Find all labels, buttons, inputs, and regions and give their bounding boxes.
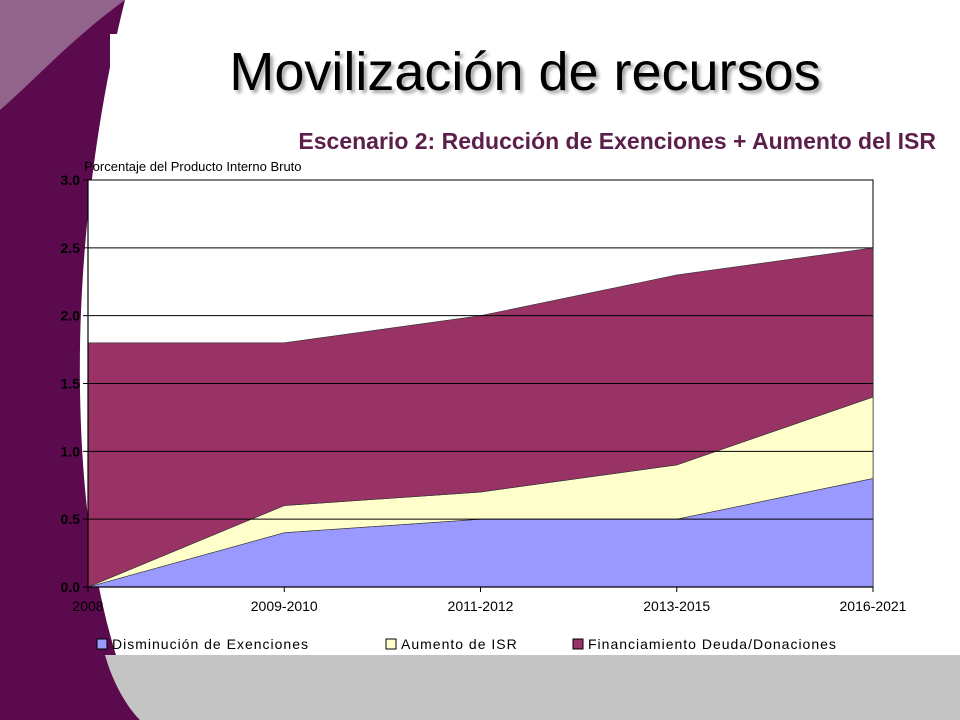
chart-subtitle: Escenario 2: Reducción de Exenciones + A… <box>298 128 936 154</box>
legend-swatch <box>96 638 108 650</box>
legend-entry: Aumento de ISR <box>385 636 518 652</box>
legend-swatch <box>572 638 584 650</box>
y-tick-label: 0.0 <box>61 579 81 595</box>
left-lavender-swoosh <box>0 0 125 110</box>
series-areas <box>87 247 874 588</box>
y-tick-label: 3.0 <box>61 172 81 188</box>
legend: Disminución de Exenciones Aumento de ISR F… <box>96 636 837 652</box>
y-tick-label: 1.0 <box>61 443 81 459</box>
legend-label: Aumento de ISR <box>401 636 518 652</box>
y-axis-unit-label: Porcentaje del Producto Interno Bruto <box>84 159 302 174</box>
x-tick-label: 2016-2021 <box>840 598 907 614</box>
legend-entry: Disminución de Exenciones <box>96 636 309 652</box>
gridlines <box>88 179 873 520</box>
left-purple-swoosh <box>0 0 140 720</box>
y-tick-label: 2.0 <box>61 308 81 324</box>
y-tick-label: 2.5 <box>61 240 81 256</box>
y-tick-label: 0.5 <box>61 511 81 527</box>
x-tick-label: 2009-2010 <box>251 598 318 614</box>
legend-label: Financiamiento Deuda/Donaciones <box>588 636 837 652</box>
legend-entry: Financiamiento Deuda/Donaciones <box>572 636 837 652</box>
axes: 0.0 0.5 1.0 1.5 2.0 2.5 3.0 2008 2009-2010 2011-2… <box>61 172 907 614</box>
x-tick-label: 2013-2015 <box>643 598 710 614</box>
x-tick-label: 2008 <box>72 598 103 614</box>
y-tick-label: 1.5 <box>61 376 81 392</box>
area-series-3 <box>87 247 874 588</box>
title-box <box>110 34 940 106</box>
legend-label: Disminución de Exenciones <box>112 636 309 652</box>
legend-swatch <box>385 638 397 650</box>
page-title: Movilización de recursos <box>229 42 821 102</box>
bottom-gray-band <box>0 655 960 720</box>
bottom-left-purple <box>0 655 140 720</box>
x-tick-label: 2011-2012 <box>448 598 514 614</box>
